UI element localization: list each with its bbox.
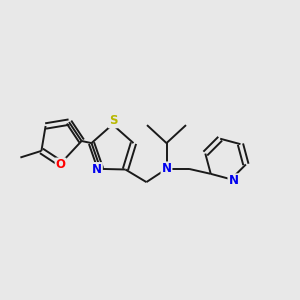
Text: S: S bbox=[109, 114, 117, 128]
Text: O: O bbox=[56, 158, 66, 172]
Text: N: N bbox=[228, 174, 239, 187]
Text: N: N bbox=[92, 163, 102, 176]
Text: N: N bbox=[161, 162, 172, 176]
